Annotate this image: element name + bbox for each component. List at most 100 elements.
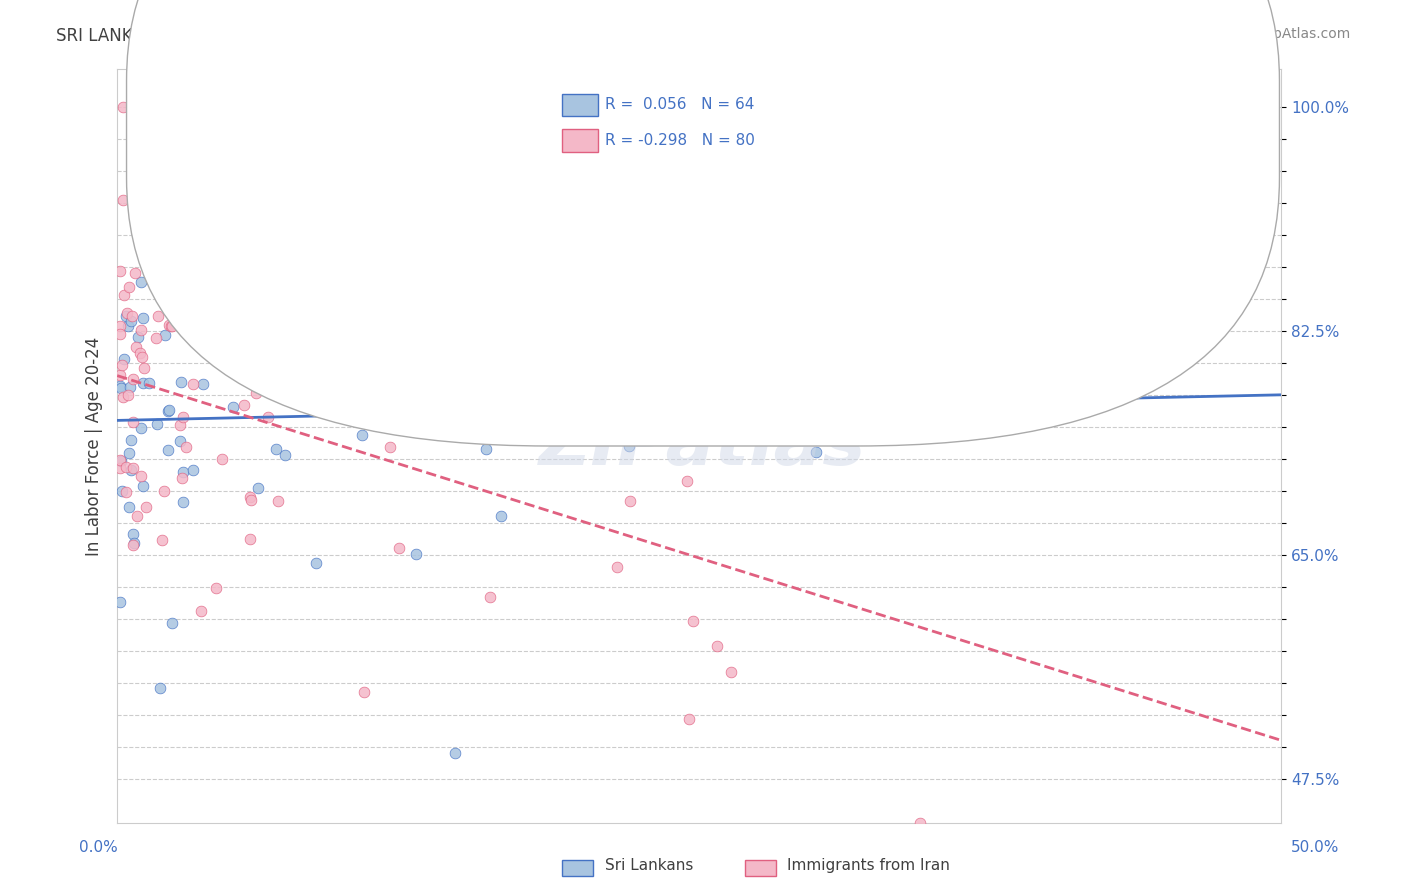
Point (125, 508, 148, 523)
Point (172, 410, 194, 425)
Point (181, 376, 204, 391)
Point (145, 331, 167, 345)
Point (160, 319, 183, 334)
Point (124, 266, 146, 280)
Point (121, 309, 143, 323)
Point (111, 358, 134, 372)
Point (146, 252, 169, 267)
Point (132, 479, 155, 493)
Point (111, 193, 134, 207)
Point (150, 253, 173, 268)
Point (125, 340, 148, 354)
Point (127, 330, 149, 344)
Point (108, 461, 131, 475)
Point (110, 263, 132, 277)
Point (121, 527, 143, 541)
Point (228, 278, 250, 293)
Point (478, 330, 501, 344)
Point (443, 746, 465, 760)
Point (274, 448, 297, 462)
Y-axis label: In Labor Force | Age 20-24: In Labor Force | Age 20-24 (86, 336, 103, 556)
Point (160, 319, 183, 334)
Point (115, 309, 138, 323)
Point (165, 249, 187, 263)
Point (723, 426, 745, 441)
Point (135, 500, 157, 515)
Point (108, 379, 131, 393)
Point (172, 494, 194, 508)
Point (744, 396, 766, 410)
Point (122, 372, 145, 386)
Text: 50.0%: 50.0% (1291, 840, 1339, 855)
Point (479, 591, 502, 605)
Point (676, 474, 699, 488)
Point (118, 500, 141, 514)
Point (132, 361, 155, 376)
Point (122, 415, 145, 429)
Point (117, 318, 139, 333)
Point (181, 120, 204, 134)
Text: Source: ZipAtlas.com: Source: ZipAtlas.com (1202, 27, 1350, 41)
Point (214, 358, 236, 372)
Point (405, 547, 427, 561)
Point (170, 376, 193, 390)
Point (129, 275, 152, 289)
Point (910, 816, 932, 830)
Point (117, 306, 139, 320)
Text: ZIPatlas: ZIPatlas (540, 411, 866, 481)
Point (233, 399, 256, 413)
Point (117, 388, 139, 402)
Text: Sri Lankans: Sri Lankans (605, 858, 693, 872)
Point (720, 665, 742, 680)
Point (108, 319, 131, 334)
Point (174, 440, 197, 454)
Point (619, 494, 641, 508)
Point (450, 390, 472, 404)
Point (682, 614, 704, 628)
Point (181, 463, 204, 477)
Point (131, 376, 153, 391)
Text: SRI LANKAN VS IMMIGRANTS FROM IRAN IN LABOR FORCE | AGE 20-24 CORRELATION CHART: SRI LANKAN VS IMMIGRANTS FROM IRAN IN LA… (56, 27, 828, 45)
Point (108, 326, 131, 341)
Point (170, 260, 193, 275)
Point (314, 376, 336, 390)
Point (238, 532, 260, 546)
Point (169, 294, 191, 309)
Point (162, 615, 184, 630)
Point (156, 403, 179, 417)
Point (606, 560, 628, 574)
Point (166, 270, 188, 285)
Point (526, 433, 548, 447)
Point (166, 305, 188, 319)
Point (149, 681, 172, 695)
Point (967, 426, 990, 441)
Point (246, 481, 269, 495)
Point (1119, 100, 1142, 114)
Text: 0.0%: 0.0% (79, 840, 118, 855)
Point (145, 417, 167, 431)
Point (128, 346, 150, 360)
Point (221, 400, 243, 414)
Point (165, 314, 187, 328)
Point (239, 330, 262, 344)
Point (172, 465, 194, 479)
Point (193, 377, 215, 392)
Point (120, 463, 142, 477)
Point (205, 581, 228, 595)
Point (146, 309, 169, 323)
Point (256, 409, 278, 424)
Point (139, 256, 162, 270)
Point (108, 368, 131, 382)
Point (118, 445, 141, 459)
Point (380, 440, 402, 454)
Text: R =  0.056   N = 64: R = 0.056 N = 64 (605, 97, 754, 112)
Point (112, 351, 135, 366)
Point (120, 314, 142, 328)
Point (121, 433, 143, 447)
Point (194, 312, 217, 326)
Point (804, 445, 827, 459)
Text: Immigrants from Iran: Immigrants from Iran (787, 858, 950, 872)
Point (353, 684, 375, 698)
Point (114, 459, 136, 474)
Point (148, 249, 170, 263)
